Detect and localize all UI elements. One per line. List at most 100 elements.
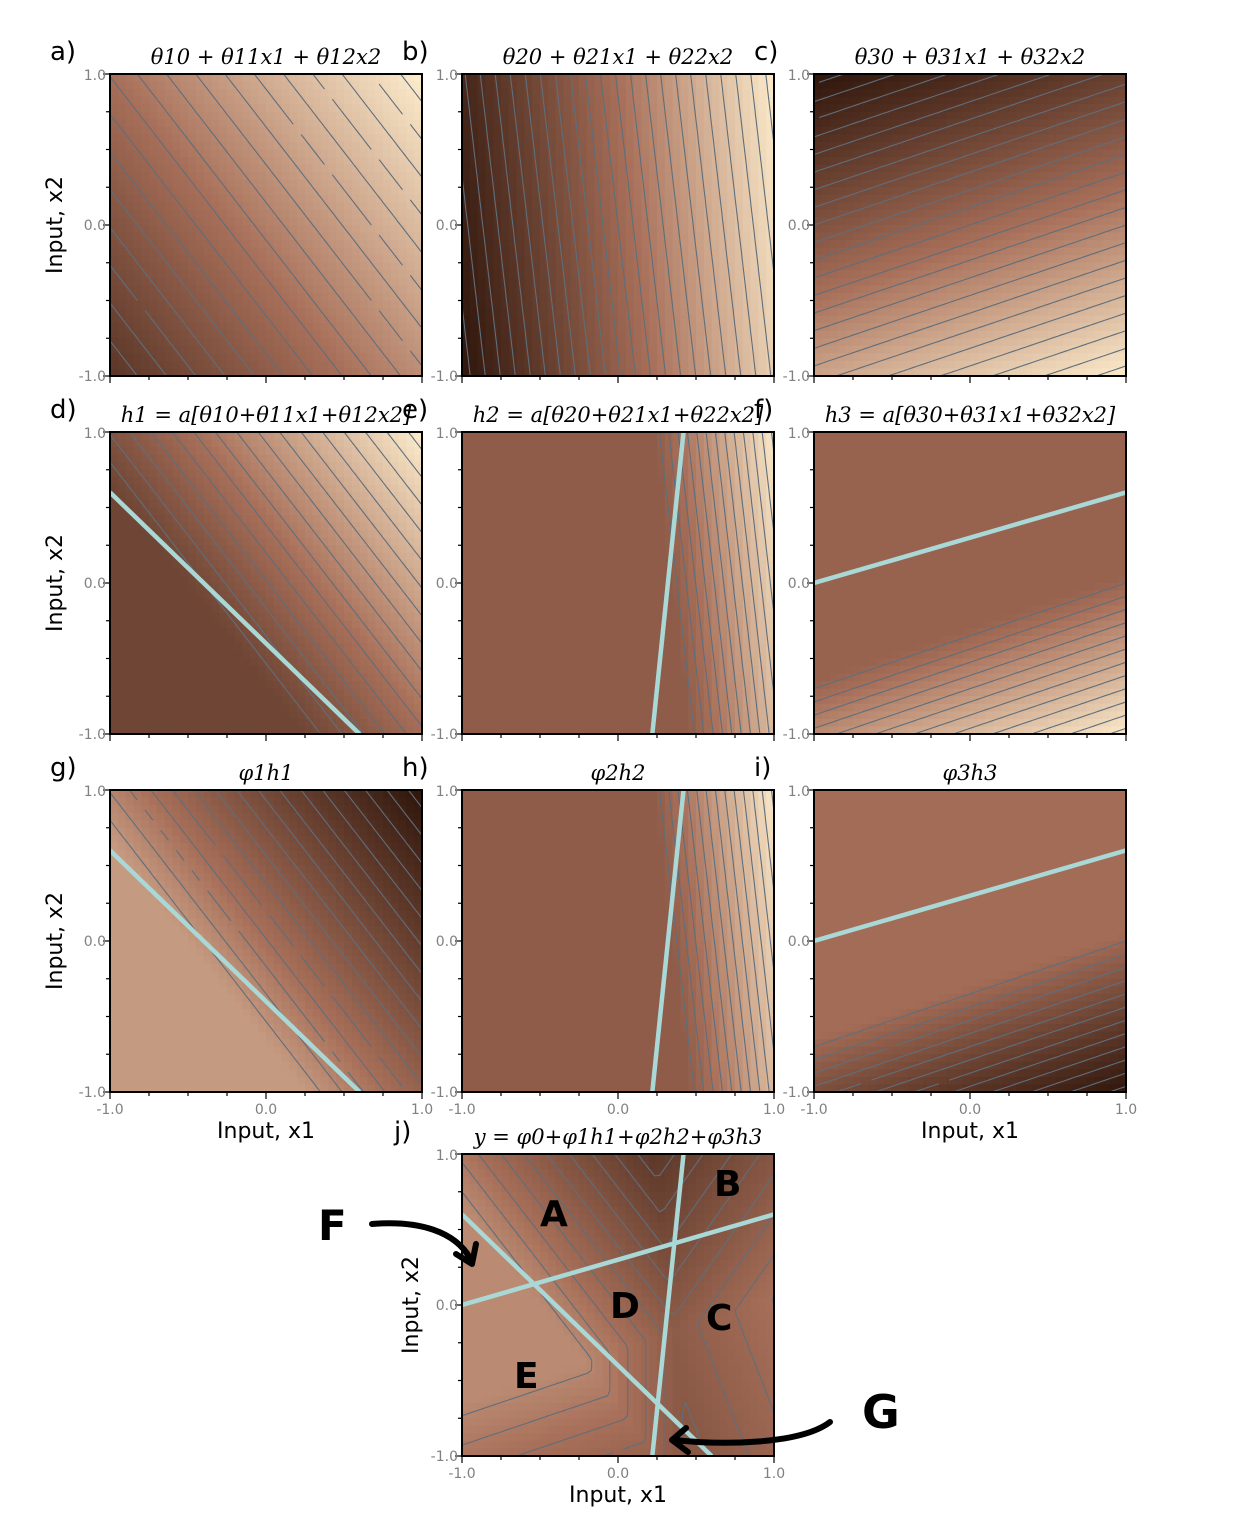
contour-line xyxy=(110,340,138,376)
contour-line xyxy=(814,153,1126,261)
x-tick-label: -1.0 xyxy=(448,1102,475,1118)
contour-line xyxy=(705,432,742,734)
contour-line xyxy=(110,264,197,376)
contour-line xyxy=(193,790,422,1085)
contour-line xyxy=(752,790,774,973)
contour-line xyxy=(257,432,422,644)
y-tick-label: -1.0 xyxy=(783,727,810,743)
boundary-line-2 xyxy=(650,1154,686,1456)
y-tick-label: 1.0 xyxy=(436,426,458,442)
x-axis-label: Input, x1 xyxy=(921,1119,1019,1144)
contour-line xyxy=(524,74,561,376)
panel-letter-d: d) xyxy=(50,395,77,425)
arrow-f-head xyxy=(453,1241,479,1267)
y-tick-label: 1.0 xyxy=(84,426,106,442)
labels-layer: 1.0 0.0 -1.0 a) θ10 + θ11x1 + θ12x2 Input, x2… xyxy=(43,37,1137,1508)
panel-letter-j: j) xyxy=(393,1117,411,1147)
y-tick-label: -1.0 xyxy=(79,369,106,385)
contour-line xyxy=(569,74,607,376)
contour-line xyxy=(214,790,422,1058)
surface-i xyxy=(814,790,1126,1092)
y-tick-label: 0.0 xyxy=(436,576,458,592)
surface-f xyxy=(814,432,1126,734)
contour-line xyxy=(386,790,422,836)
contours-b xyxy=(462,74,774,376)
contour-line xyxy=(378,83,422,140)
panel-title-g: φ1h1 xyxy=(239,761,294,785)
contour-line xyxy=(814,595,1126,703)
contour-line xyxy=(343,790,422,892)
x-tick-label: 1.0 xyxy=(411,1102,433,1118)
contour-line xyxy=(814,83,1126,191)
panel-letter-g: g) xyxy=(50,753,77,783)
contour-line xyxy=(814,74,1052,156)
contour-line xyxy=(464,74,501,376)
contour-line xyxy=(819,74,948,119)
contours-f xyxy=(814,582,1126,734)
contour-line xyxy=(660,74,697,376)
contour-line xyxy=(171,432,407,734)
contour-line xyxy=(814,118,1126,226)
y-tick-label: 1.0 xyxy=(788,426,810,442)
contour-line xyxy=(279,432,422,617)
contour-line xyxy=(110,113,314,376)
ticks-b xyxy=(455,73,775,383)
boundary-line-1 xyxy=(110,848,362,1092)
arrow-g-head xyxy=(669,1425,691,1455)
boundary-line-3 xyxy=(814,848,1126,944)
contour-line xyxy=(614,74,652,376)
x-tick-label: 0.0 xyxy=(607,1466,629,1482)
contour-line xyxy=(814,953,1126,1061)
ticks-i xyxy=(807,789,1127,1099)
x-tick-label: -1.0 xyxy=(96,1102,123,1118)
contour-line xyxy=(714,790,752,1092)
ticks-g xyxy=(103,789,423,1099)
contours-c xyxy=(814,74,1126,376)
panel-title-b: θ20 + θ21x1 + θ22x2 xyxy=(503,45,733,69)
y-tick-label: 1.0 xyxy=(84,784,106,800)
y-tick-label: 1.0 xyxy=(84,68,106,84)
contour-line xyxy=(599,74,637,376)
contour-line xyxy=(500,1154,774,1456)
contour-line xyxy=(554,74,592,376)
region-label-g: G xyxy=(862,1385,900,1439)
ticks-d xyxy=(103,431,423,741)
contour-line xyxy=(658,790,696,1092)
contours-g xyxy=(110,790,422,1092)
surface-g xyxy=(110,790,422,1092)
contour-line xyxy=(658,432,696,734)
contour-line xyxy=(814,622,1126,729)
panel-title-f: h3 = a[θ30+θ31x1+θ32x2] xyxy=(825,403,1116,427)
region-label-d: D xyxy=(610,1286,640,1327)
contour-line xyxy=(257,790,422,1002)
contour-line xyxy=(675,74,712,376)
region-label-e: E xyxy=(514,1356,539,1397)
contour-line xyxy=(195,74,422,367)
contour-line xyxy=(814,206,1126,314)
boundary-line-1 xyxy=(462,1212,714,1456)
panel-title-h: φ2h2 xyxy=(591,761,646,785)
contour-line xyxy=(742,432,774,695)
y-tick-label: -1.0 xyxy=(431,727,458,743)
panel-b xyxy=(455,73,775,383)
contour-line xyxy=(644,74,682,376)
contour-line xyxy=(724,432,761,734)
y-axis-label: Input, x2 xyxy=(43,892,68,990)
panel-f xyxy=(807,431,1127,741)
contour-line xyxy=(283,74,422,254)
contour-line xyxy=(814,259,1126,367)
region-label-f: F xyxy=(318,1201,347,1250)
x-tick-label: 0.0 xyxy=(959,1102,981,1118)
panel-letter-i: i) xyxy=(754,753,771,783)
contour-line xyxy=(750,74,774,274)
y-tick-label: 1.0 xyxy=(436,784,458,800)
contour-line xyxy=(814,980,1126,1087)
ticks-f xyxy=(807,431,1127,741)
y-tick-label: -1.0 xyxy=(79,1085,106,1101)
panel-a xyxy=(103,73,423,383)
panel-title-e: h2 = a[θ20+θ21x1+θ22x2] xyxy=(473,403,764,427)
x-tick-label: 1.0 xyxy=(763,1466,785,1482)
ticks-h xyxy=(455,789,775,1099)
contour-line xyxy=(193,432,422,727)
boundary-line-2 xyxy=(650,790,686,1092)
